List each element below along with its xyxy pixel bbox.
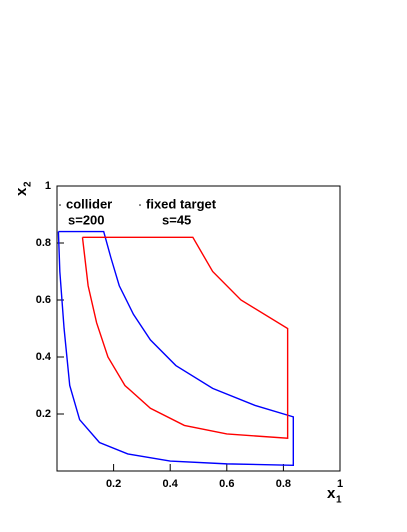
y-tick-label: 1	[45, 180, 51, 192]
series-line	[57, 230, 295, 467]
x-tick-label: 0.8	[276, 478, 291, 490]
y-axis-label: x	[13, 187, 30, 196]
series-line	[81, 236, 289, 439]
y-tick-label: 0.8	[36, 237, 51, 249]
legend-annotation: s=45	[162, 212, 191, 227]
y-axis-label-group: x 2	[13, 181, 34, 196]
x-tick-label: 0.6	[219, 478, 234, 490]
x-axis-label-sub: 1	[336, 495, 342, 506]
x-tick-label: 1	[337, 478, 343, 490]
y-axis-label-sub: 2	[23, 181, 34, 187]
legend-annotation: s=200	[68, 212, 105, 227]
y-tick-label: 0.4	[36, 351, 52, 363]
legend-marker	[139, 204, 141, 206]
y-tick-label: 0.2	[36, 408, 51, 420]
x-axis-label: x	[327, 485, 336, 502]
legend-label: collider	[66, 196, 112, 211]
x-tick-label: 0.4	[163, 478, 179, 490]
legend-label: fixed target	[146, 196, 217, 211]
x-tick-label: 0.2	[106, 478, 121, 490]
legend-marker	[59, 204, 61, 206]
y-tick-label: 0.6	[36, 294, 51, 306]
plot-frame	[56, 185, 341, 472]
